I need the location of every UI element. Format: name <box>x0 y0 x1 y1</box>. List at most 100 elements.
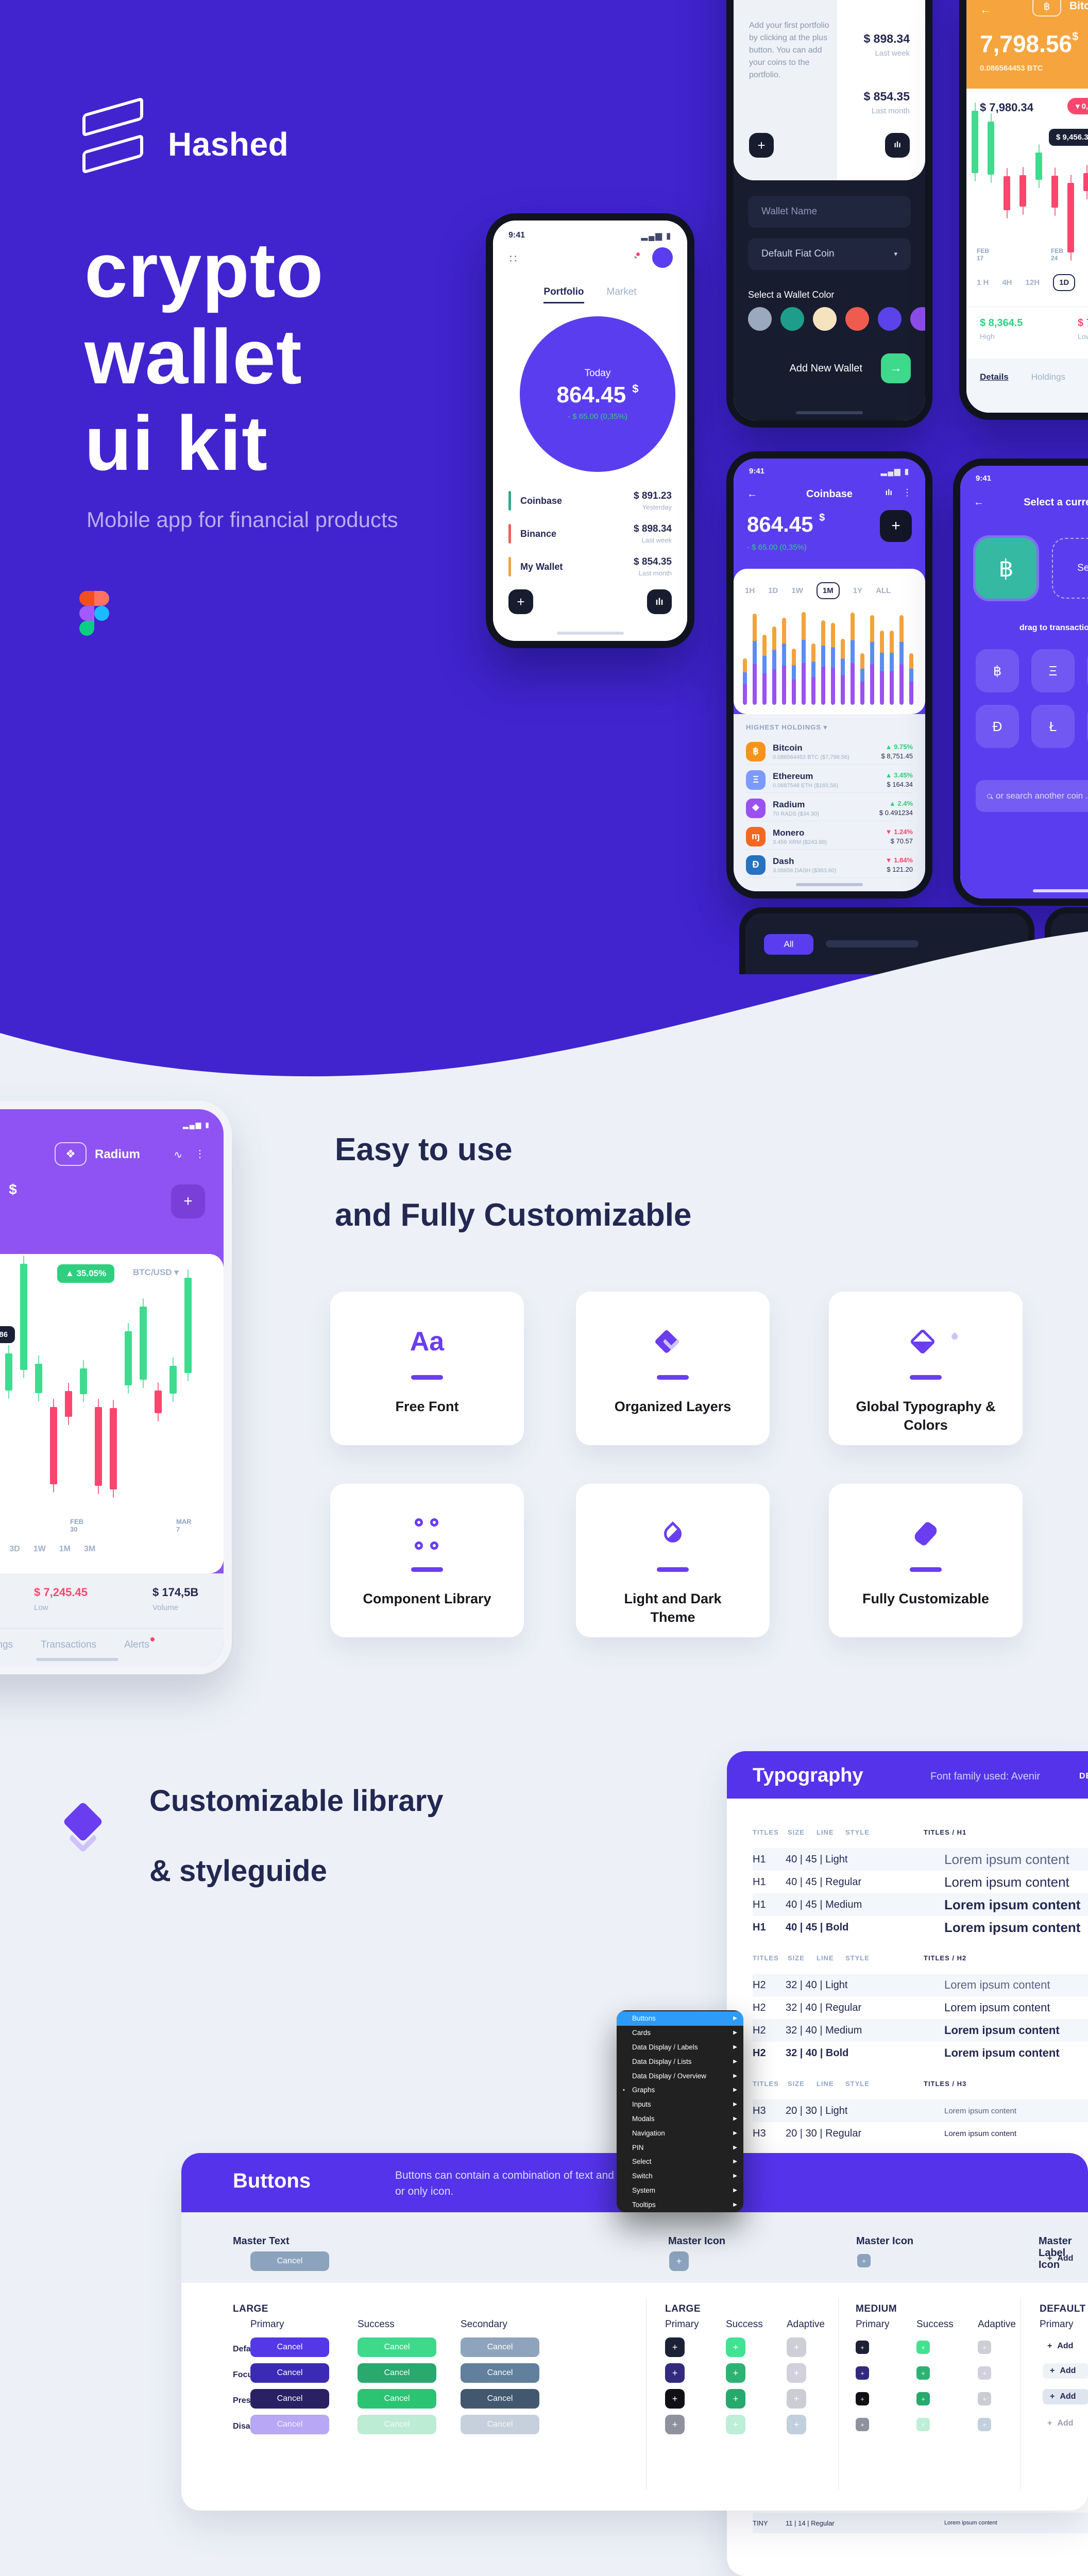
range-1M[interactable]: 1M <box>59 1545 71 1553</box>
feature-card[interactable]: Organized Layers <box>576 1292 770 1445</box>
add-button[interactable]: + <box>749 133 774 158</box>
holding-row[interactable]: Ξ Ethereum 0.0687548 ETH ($165.56) ▲ 3.45% $… <box>746 767 913 793</box>
icon-button-large[interactable]: + <box>665 2337 685 2357</box>
coin-tile[interactable]: ❖ <box>1087 649 1088 692</box>
range-ALL[interactable]: ALL <box>876 586 891 595</box>
icon-button-medium[interactable]: + <box>978 2366 991 2380</box>
range-1M[interactable]: 1M <box>816 582 840 599</box>
range-3D[interactable]: 3D <box>9 1545 20 1553</box>
icon-button-medium[interactable]: + <box>856 2392 869 2405</box>
menu-item-pin[interactable]: PIN ▶ <box>617 2140 743 2155</box>
notifications-icon[interactable]: ◔ <box>632 252 640 264</box>
back-icon[interactable]: ← <box>980 3 991 16</box>
back-icon[interactable]: ← <box>747 488 757 500</box>
grid-menu-icon[interactable]: ∷ <box>509 252 518 265</box>
coin-tile[interactable]: ฿ <box>976 649 1019 692</box>
icon-button-medium[interactable]: + <box>978 2392 991 2405</box>
wallet-row[interactable]: Binance $ 898.34 Last week <box>508 519 672 548</box>
button-secondary-default[interactable]: Cancel <box>461 2337 539 2357</box>
menu-item-switch[interactable]: Switch ▶ <box>617 2169 743 2183</box>
tab-alerts[interactable]: Alerts <box>124 1637 155 1651</box>
range-1D[interactable]: 1D <box>1053 274 1076 291</box>
holding-row[interactable]: ɱ Monero 3.456 XRM ($243.88) ▼ 1.24% $ 70.57 <box>746 824 913 850</box>
add-button-pressed[interactable]: + Add <box>1043 2389 1088 2404</box>
avatar[interactable] <box>652 247 673 268</box>
master-icon-button[interactable]: + <box>669 2251 689 2271</box>
color-swatch[interactable] <box>780 307 804 331</box>
color-swatch[interactable] <box>845 307 869 331</box>
menu-item-data-display-lists[interactable]: Data Display / Lists ▶ <box>617 2054 743 2069</box>
fiat-coin-select[interactable]: Default Fiat Coin ▾ <box>748 238 911 270</box>
coin-tile[interactable]: Đ <box>976 705 1019 748</box>
master-add-button[interactable]: + Add <box>1047 2254 1073 2263</box>
coin-tile[interactable]: Ξ <box>1031 649 1075 692</box>
menu-item-graphs[interactable]: • Graphs ▶ <box>617 2083 743 2097</box>
tab-transactions[interactable]: Transactions <box>41 1639 97 1650</box>
chart-button[interactable]: ılı <box>647 589 672 614</box>
icon-button-medium[interactable]: + <box>916 2418 930 2431</box>
line-chart-icon[interactable]: ∿ <box>174 1149 182 1161</box>
more-icon[interactable]: ⋮ <box>903 487 912 498</box>
master-icon-button-medium[interactable]: + <box>857 2254 871 2267</box>
button-secondary-pressed[interactable]: Cancel <box>461 2389 539 2409</box>
button-success-pressed[interactable]: Cancel <box>358 2389 436 2409</box>
icon-button-medium[interactable]: + <box>856 2366 869 2380</box>
holding-row[interactable]: ฿ Bitcoin 0.086564453 BTC ($7,798.56) ▲ 9.7… <box>746 739 913 765</box>
sell-drop-tile[interactable]: Sell <box>1052 538 1088 599</box>
button-success-focus[interactable]: Cancel <box>358 2363 436 2383</box>
wallet-row[interactable]: My Wallet $ 854.35 Last month <box>508 552 672 581</box>
button-success-disabled[interactable]: Cancel <box>358 2415 436 2434</box>
coin-tile[interactable]: Ł <box>1031 705 1075 748</box>
add-new-wallet-button[interactable]: → <box>881 353 911 383</box>
menu-item-data-display-labels[interactable]: Data Display / Labels ▶ <box>617 2040 743 2055</box>
color-swatch[interactable] <box>813 307 837 331</box>
button-success-default[interactable]: Cancel <box>358 2337 436 2357</box>
feature-card[interactable]: Fully Customizable <box>829 1484 1023 1637</box>
color-swatch[interactable] <box>748 307 772 331</box>
icon-button-large[interactable]: + <box>665 2363 685 2383</box>
chart-icon[interactable]: ılı <box>885 488 892 497</box>
range-1W[interactable]: 1W <box>791 586 803 595</box>
feature-card[interactable]: Light and Dark Theme <box>576 1484 770 1637</box>
menu-item-select[interactable]: Select ▶ <box>617 2155 743 2169</box>
holding-row[interactable]: Đ Dash 3.08656 DASH ($363.60) ▼ 1.84% $ 121.… <box>746 852 913 878</box>
add-button[interactable]: + <box>171 1184 205 1218</box>
menu-item-system[interactable]: System ▶ <box>617 2183 743 2198</box>
back-icon[interactable]: ← <box>974 497 984 508</box>
button-primary-disabled[interactable]: Cancel <box>250 2415 329 2434</box>
icon-button-medium[interactable]: + <box>978 2341 991 2354</box>
icon-button-medium[interactable]: + <box>856 2341 869 2354</box>
range-1Y[interactable]: 1Y <box>853 586 863 595</box>
add-button-disabled[interactable]: + Add <box>1047 2419 1073 2428</box>
icon-button-large[interactable]: + <box>787 2363 806 2383</box>
holding-row[interactable]: ❖ Radium 70 RADS ($34.30) ▲ 2.4% $ 0.491234 <box>746 795 913 821</box>
menu-item-cards[interactable]: Cards ▶ <box>617 2026 743 2040</box>
icon-button-medium[interactable]: + <box>916 2392 930 2405</box>
icon-button-large[interactable]: + <box>726 2389 745 2409</box>
range-1W[interactable]: 1W <box>33 1545 46 1553</box>
button-primary-focus[interactable]: Cancel <box>250 2363 329 2383</box>
menu-item-buttons[interactable]: Buttons ▶ <box>617 2011 743 2026</box>
tab-portfolio[interactable]: Portfolio <box>543 286 584 303</box>
wallet-name-input[interactable]: Wallet Name <box>748 196 911 228</box>
selected-coin-tile[interactable]: ฿ <box>976 538 1036 599</box>
color-swatch[interactable] <box>910 307 925 331</box>
color-swatch[interactable] <box>878 307 902 331</box>
search-input[interactable]: or search another coin ... <box>976 780 1088 812</box>
icon-button-medium[interactable]: + <box>916 2366 930 2380</box>
add-button-default[interactable]: + Add <box>1047 2342 1073 2351</box>
menu-item-modals[interactable]: Modals ▶ <box>617 2112 743 2126</box>
holdings-label[interactable]: HIGHEST HOLDINGS <box>746 723 822 731</box>
add-button[interactable]: + <box>880 510 912 542</box>
button-secondary-disabled[interactable]: Cancel <box>461 2415 539 2434</box>
icon-button-large[interactable]: + <box>787 2389 806 2409</box>
icon-button-large[interactable]: + <box>787 2415 806 2434</box>
menu-item-navigation[interactable]: Navigation ▶ <box>617 2126 743 2140</box>
icon-button-large[interactable]: + <box>726 2337 745 2357</box>
icon-button-medium[interactable]: + <box>856 2418 869 2431</box>
menu-item-data-display-overview[interactable]: Data Display / Overview ▶ <box>617 2069 743 2083</box>
tab-details[interactable]: Details <box>980 372 1009 382</box>
range-1D[interactable]: 1D <box>768 586 778 595</box>
coin-tile[interactable]: ɱ <box>1087 705 1088 748</box>
menu-item-inputs[interactable]: Inputs ▶ <box>617 2097 743 2112</box>
